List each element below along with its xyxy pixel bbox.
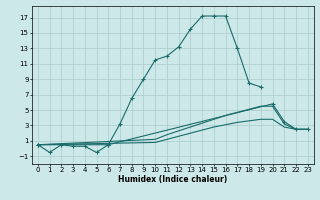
X-axis label: Humidex (Indice chaleur): Humidex (Indice chaleur) <box>118 175 228 184</box>
